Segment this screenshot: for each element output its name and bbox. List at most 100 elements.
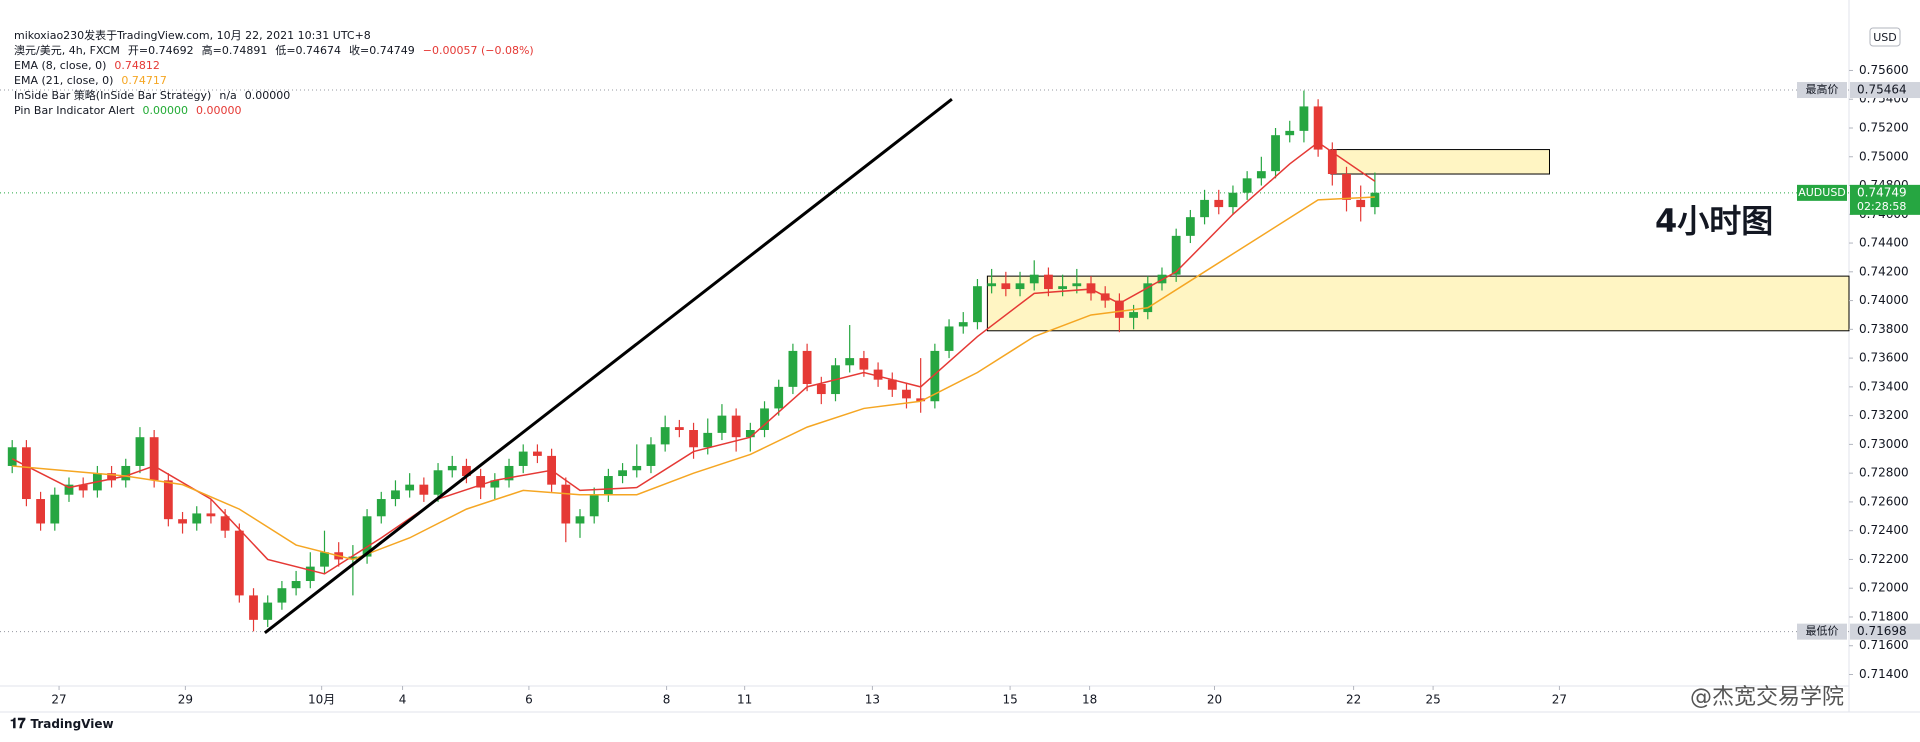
candle-body (1313, 106, 1323, 150)
candle-body (1029, 274, 1039, 284)
indicator: InSide Bar 策略(InSide Bar Strategy) n/a 0.0… (14, 88, 542, 103)
candle-body (1058, 286, 1068, 290)
candle-body (305, 566, 315, 582)
candle-body (1285, 130, 1295, 136)
y-tick-label: 0.73000 (1859, 437, 1909, 451)
price-label: 0.71698 (1857, 624, 1907, 638)
candle-body (660, 427, 670, 445)
price-timer: 02:28:58 (1857, 200, 1906, 213)
candle-body (1114, 300, 1124, 318)
price-label: 0.75464 (1857, 83, 1907, 97)
candle-body (263, 602, 273, 620)
x-tick-label: 6 (525, 693, 533, 707)
candle-body (1171, 235, 1181, 275)
candle-body (206, 513, 216, 517)
candle-body (703, 432, 713, 448)
candle-body (22, 447, 31, 500)
candle-body (1143, 283, 1153, 313)
candle-body (816, 383, 826, 395)
candle-body (277, 588, 287, 603)
indicator-value: 0.00000 (196, 104, 242, 117)
candle-body (121, 465, 131, 481)
candle-body (1242, 178, 1252, 193)
candle-body (419, 484, 429, 495)
indicator-name: Pin Bar Indicator Alert (14, 104, 135, 117)
candle-body (447, 465, 457, 471)
candle-body (504, 465, 514, 481)
candle-body (1256, 171, 1266, 179)
candle-body (78, 484, 88, 491)
annotation: 4小时图 (1655, 202, 1773, 240)
candle-body (462, 465, 471, 477)
y-tick-label: 0.71400 (1859, 667, 1909, 681)
candle-body (1342, 174, 1351, 200)
candle-body (490, 480, 500, 488)
candle-body (1271, 135, 1280, 172)
footer: 𝟏𝟕 TradingView (10, 716, 114, 732)
footer-text: TradingView (30, 717, 114, 731)
trendline (263, 98, 953, 634)
currency-box (1869, 27, 1901, 47)
price-label-box (1850, 623, 1920, 640)
symbol-line: 澳元/美元, 4h, FXCM 开=0.74692 高=0.74891 低=0.746… (14, 43, 542, 58)
ohlc-value: 低=0.74674 (275, 44, 342, 57)
candle-body (405, 484, 415, 491)
candle-body (220, 516, 230, 531)
x-tick-label: 13 (865, 693, 880, 707)
candle-body (603, 476, 613, 495)
candle-body (1214, 199, 1224, 208)
candle-body (973, 286, 982, 323)
x-tick-label: 29 (178, 693, 193, 707)
candle-body (689, 430, 698, 448)
candle-body (930, 350, 940, 402)
currency: USD (1873, 31, 1897, 44)
candle-body (476, 476, 486, 488)
x-tick-label: 18 (1082, 693, 1097, 707)
candle-body (1356, 199, 1366, 208)
candle-body (533, 451, 542, 456)
y-tick-label: 0.72600 (1859, 494, 1909, 508)
candle-body (1200, 199, 1209, 218)
candle-body (1228, 192, 1238, 208)
candle-body (249, 595, 258, 620)
price-label-box (1850, 82, 1920, 99)
ema-line (11, 141, 1376, 575)
candle-body (7, 447, 17, 466)
candle-body (845, 358, 855, 366)
y-tick-label: 0.72400 (1859, 523, 1909, 537)
candle-body (774, 386, 784, 409)
y-tick-label: 0.72800 (1859, 466, 1909, 480)
candle-body (646, 444, 656, 466)
y-tick-label: 0.72200 (1859, 552, 1909, 566)
candle-body (717, 415, 727, 433)
background-layer (0, 89, 1850, 633)
ohlc-value: 开=0.74692 (127, 44, 194, 57)
indicator-value: 0.00000 (142, 104, 189, 117)
ohlc-value: 高=0.74891 (201, 44, 268, 57)
candle-body (348, 556, 358, 560)
candle-body (391, 490, 400, 500)
candle-body (575, 516, 585, 524)
candle-body (163, 480, 173, 520)
ema-line (12, 196, 1375, 561)
x-tick-label: 15 (1002, 693, 1017, 707)
candle-body (632, 465, 642, 471)
y-tick-label: 0.71800 (1859, 609, 1909, 623)
y-tick-label: 0.75600 (1859, 63, 1909, 77)
price-tag-box (1797, 184, 1847, 201)
candle-body (802, 350, 812, 384)
candle-body (1299, 106, 1309, 131)
candle-body (149, 437, 159, 481)
candle-body (376, 499, 386, 517)
indicator-name: EMA (21, close, 0) (14, 74, 114, 87)
candle-body (1044, 274, 1053, 290)
candle-body (944, 326, 954, 351)
x-tick-label: 4 (399, 693, 407, 707)
y-tick-label: 0.73200 (1859, 408, 1909, 422)
candle-body (291, 581, 301, 589)
indicator-value: 0.00000 (244, 89, 291, 102)
indicator: EMA (21, close, 0) 0.74717 (14, 73, 542, 88)
candle-body (320, 552, 329, 567)
